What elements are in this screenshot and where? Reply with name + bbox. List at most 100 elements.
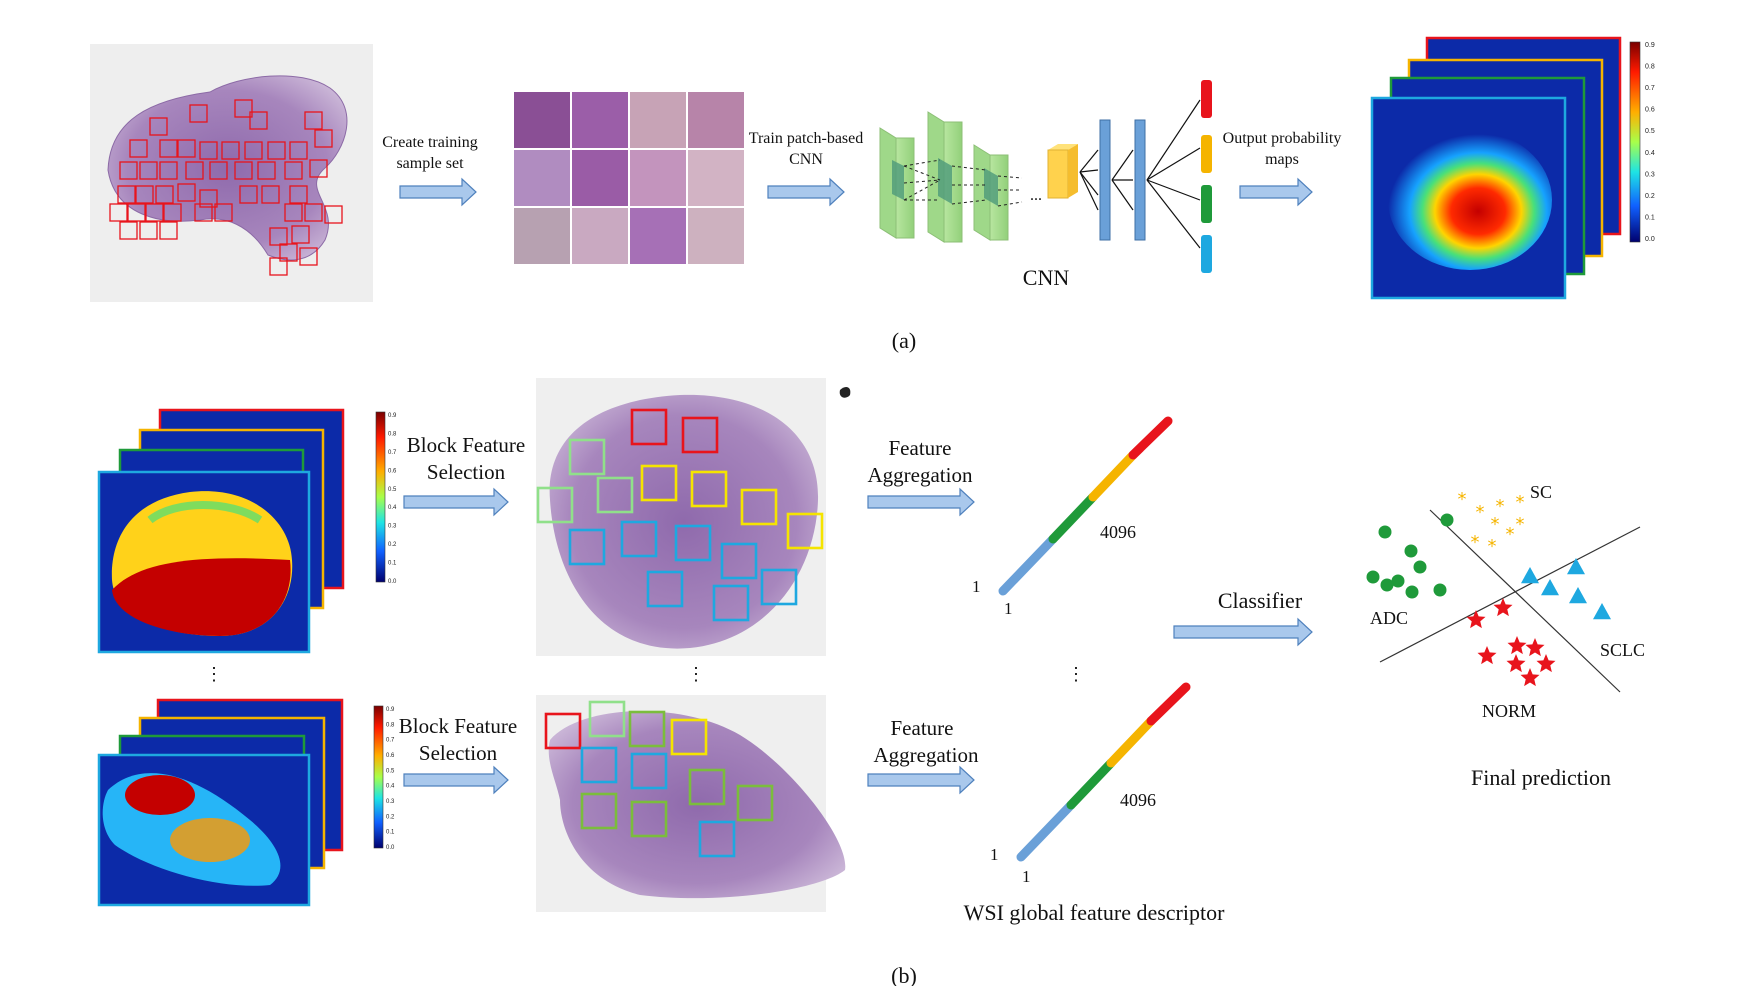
colorbar-tick: 0.5 bbox=[1645, 128, 1655, 135]
training-patch bbox=[199, 189, 218, 208]
arrow-train-cnn bbox=[767, 177, 845, 207]
selected-block bbox=[786, 512, 824, 550]
training-patch bbox=[139, 161, 158, 180]
selected-block bbox=[674, 524, 712, 562]
colorbar-tick: 0.1 bbox=[388, 561, 397, 567]
training-patch bbox=[163, 203, 182, 222]
tissue-patch bbox=[688, 208, 744, 264]
training-patch bbox=[177, 139, 196, 158]
feature-vector-bottom bbox=[1016, 682, 1191, 862]
colorbar-tick: 0.7 bbox=[388, 450, 397, 456]
colorbar-b-bottom-ticks: 0.9 0.8 0.7 0.6 0.5 0.4 0.3 0.2 0.1 0.0 bbox=[386, 707, 395, 851]
arrow-block-selection-top bbox=[403, 487, 509, 517]
colorbar-tick: 0.3 bbox=[386, 799, 395, 805]
colorbar-tick: 0.1 bbox=[386, 830, 395, 836]
selected-block bbox=[596, 476, 634, 514]
training-patch bbox=[299, 247, 318, 266]
training-patch bbox=[119, 221, 138, 240]
training-patch bbox=[109, 203, 128, 222]
arrow-output-maps bbox=[1239, 177, 1313, 207]
probability-maps-stack bbox=[1370, 36, 1622, 300]
colorbar-tick: 0.2 bbox=[1645, 193, 1655, 200]
heatmap-stack-top bbox=[97, 408, 345, 654]
training-patch bbox=[177, 183, 196, 202]
descriptor-caption: WSI global feature descriptor bbox=[964, 900, 1226, 925]
selected-blocks-top bbox=[536, 408, 824, 622]
selected-block bbox=[630, 408, 668, 446]
tissue-patch bbox=[514, 92, 570, 148]
selected-block bbox=[620, 520, 658, 558]
training-patch bbox=[159, 161, 178, 180]
train-cnn-label-1: Train patch-based bbox=[749, 130, 864, 147]
colorbar-tick: 0.3 bbox=[388, 524, 397, 530]
tissue-patch bbox=[572, 150, 628, 206]
colorbar-tick: 0.7 bbox=[386, 738, 395, 744]
selected-block bbox=[760, 568, 798, 606]
sc-point: * bbox=[1491, 514, 1500, 535]
final-prediction-label: Final prediction bbox=[1471, 765, 1611, 790]
training-patch bbox=[119, 161, 138, 180]
colorbar-tick: 0.1 bbox=[1645, 214, 1655, 221]
selected-block bbox=[580, 792, 618, 830]
colorbar-tick: 0.5 bbox=[388, 487, 397, 493]
colorbar-tick: 0.9 bbox=[386, 707, 395, 713]
selected-block bbox=[720, 542, 758, 580]
arrow-aggregation-bottom bbox=[867, 765, 975, 795]
aggregation-bottom-2: Aggregation bbox=[874, 743, 979, 767]
training-patch bbox=[155, 185, 174, 204]
colorbar-tick: 0.9 bbox=[388, 413, 397, 419]
tissue-patch bbox=[572, 92, 628, 148]
sc-point: * bbox=[1471, 532, 1480, 553]
class-label-sc: SC bbox=[1530, 482, 1552, 502]
sclc-point bbox=[1567, 558, 1585, 575]
training-patch bbox=[189, 104, 208, 123]
selected-block bbox=[628, 710, 666, 748]
norm-point bbox=[1506, 654, 1526, 673]
selected-block bbox=[580, 746, 618, 784]
training-patch bbox=[309, 159, 328, 178]
adc-point bbox=[1440, 513, 1454, 527]
class-scatter: ** * ** ** ** bbox=[1366, 489, 1611, 687]
panel-b-label: (b) bbox=[891, 963, 917, 986]
colorbar-tick: 0.7 bbox=[1645, 85, 1655, 92]
training-patch bbox=[269, 227, 288, 246]
aggregation-bottom-1: Feature bbox=[891, 716, 954, 740]
vector-top-start-2: 1 bbox=[1004, 599, 1013, 618]
norm-point bbox=[1493, 598, 1513, 617]
tissue-patch bbox=[630, 92, 686, 148]
training-patch bbox=[304, 111, 323, 130]
vector-top-start-1: 1 bbox=[972, 577, 981, 596]
training-patch bbox=[267, 141, 286, 160]
vdots-wsi: ⋮ bbox=[687, 664, 705, 684]
colorbar-tick: 0.5 bbox=[386, 768, 395, 774]
block-selection-bottom-1: Block Feature bbox=[399, 714, 517, 738]
arrow-classifier bbox=[1173, 617, 1313, 647]
colorbar-tick: 0.0 bbox=[388, 579, 397, 585]
training-patch bbox=[284, 161, 303, 180]
class-label-norm: NORM bbox=[1482, 701, 1536, 721]
training-patch bbox=[269, 257, 288, 276]
training-patch bbox=[289, 141, 308, 160]
vector-bottom-start-2: 1 bbox=[1022, 867, 1031, 886]
selected-block bbox=[740, 488, 778, 526]
colorbar-tick: 0.3 bbox=[1645, 171, 1655, 178]
adc-point bbox=[1404, 544, 1418, 558]
training-patch bbox=[234, 99, 253, 118]
sc-point: * bbox=[1516, 514, 1525, 535]
wsi-selected-bottom bbox=[536, 695, 846, 912]
wsi-selected-top bbox=[536, 378, 851, 656]
training-patch bbox=[257, 161, 276, 180]
selected-block bbox=[630, 800, 668, 838]
output-maps-label-1: Output probability bbox=[1223, 130, 1342, 147]
colorbar-tick: 0.6 bbox=[388, 468, 397, 474]
colorbar-tick: 0.8 bbox=[1645, 64, 1655, 71]
tissue-patch bbox=[630, 150, 686, 206]
training-patch bbox=[244, 141, 263, 160]
training-patch bbox=[249, 111, 268, 130]
vector-bottom-start-1: 1 bbox=[990, 845, 999, 864]
colorbar-b-top-ticks: 0.9 0.8 0.7 0.6 0.5 0.4 0.3 0.2 0.1 0.0 bbox=[388, 413, 397, 585]
cnn-diagram: ... bbox=[879, 80, 1212, 273]
sc-point: * bbox=[1458, 489, 1467, 510]
selected-block bbox=[681, 416, 719, 454]
